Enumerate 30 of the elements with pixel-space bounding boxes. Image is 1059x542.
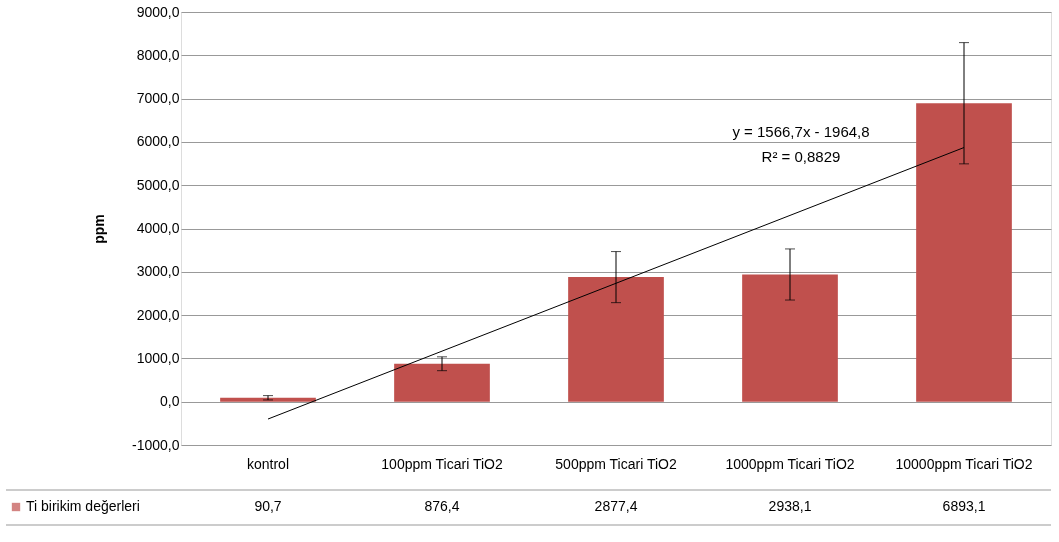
x-tick-label: kontrol	[246, 455, 290, 472]
y-tick-label: 5000,0	[136, 176, 180, 193]
bar	[916, 103, 1012, 402]
x-tick-label: 500ppm Ticari TiO2	[555, 455, 677, 472]
bar	[394, 363, 490, 402]
y-tick-label: 2000,0	[136, 306, 180, 323]
annotation: R² = 0,8829	[761, 148, 841, 165]
bar	[220, 397, 316, 402]
y-tick-label: 6000,0	[136, 133, 180, 150]
y-tick-label: 1000,0	[136, 349, 180, 366]
x-tick-label: 1000ppm Ticari TiO2	[725, 455, 855, 472]
y-tick-label: 0,0	[160, 393, 180, 410]
x-tick-label: 100ppm Ticari TiO2	[381, 455, 503, 472]
y-axis-title: ppm	[91, 214, 108, 244]
bar	[568, 277, 664, 402]
y-tick-label: 7000,0	[136, 90, 180, 107]
bar	[742, 274, 838, 402]
data-label: 90,7	[254, 498, 282, 514]
y-tick-label: 8000,0	[136, 46, 180, 63]
legend-label: Ti birikim değerleri	[26, 498, 140, 514]
y-tick-label: 4000,0	[136, 220, 180, 236]
data-label: 876,4	[424, 498, 460, 514]
data-label: 6893,1	[942, 498, 986, 514]
y-tick-label: -1000,0	[132, 436, 180, 453]
x-tick-label: 10000ppm Ticari TiO2	[895, 455, 1033, 472]
data-label: 2938,1	[768, 498, 812, 514]
annotation: y = 1566,7x - 1964,8	[732, 123, 870, 140]
data-label: 2877,4	[594, 498, 638, 514]
y-tick-label: 3000,0	[136, 263, 180, 280]
y-tick-label: 9000,0	[136, 3, 180, 20]
